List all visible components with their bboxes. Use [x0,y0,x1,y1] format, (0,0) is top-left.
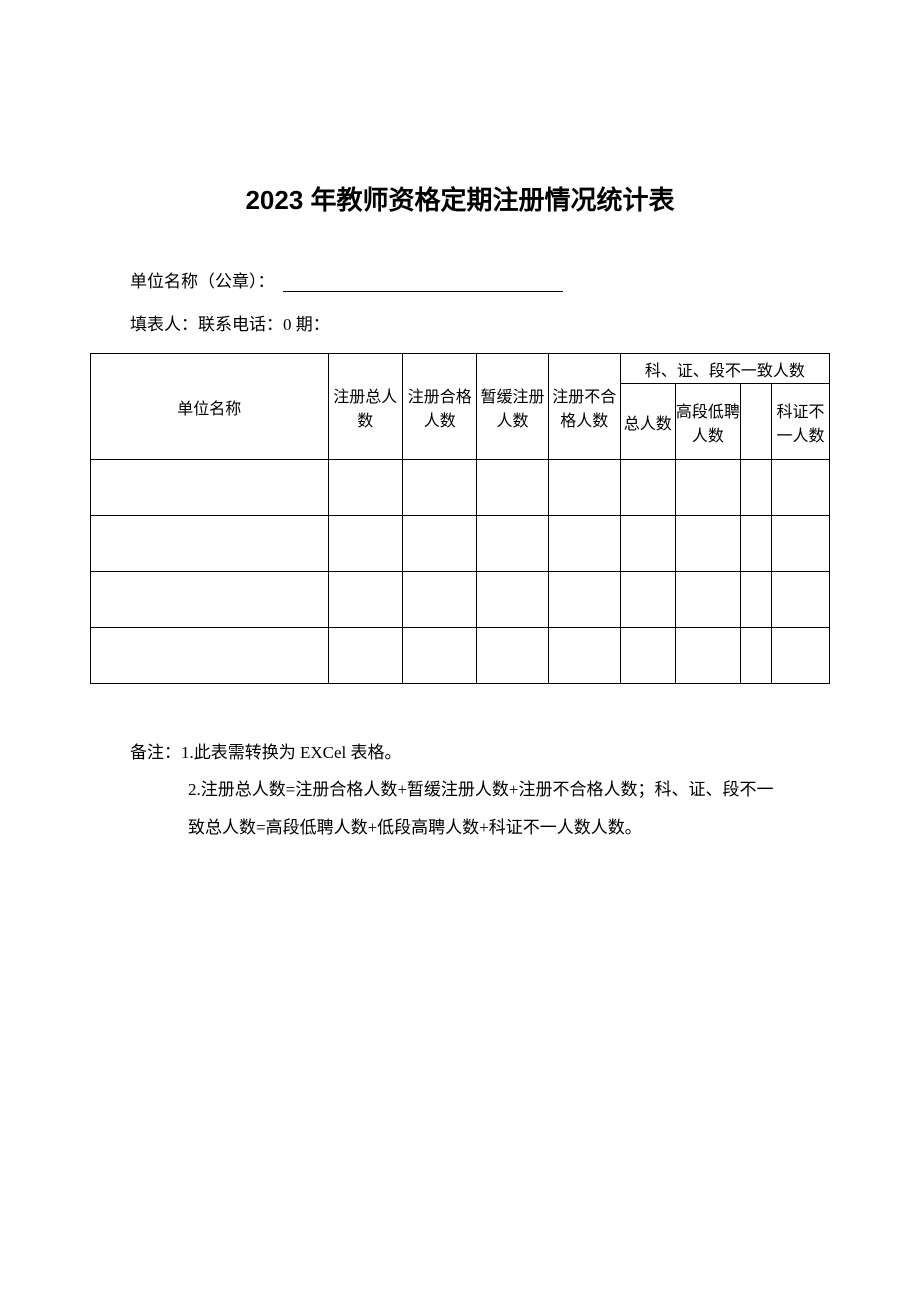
cell-reg-fail [548,628,620,684]
cell-unit-name [91,516,329,572]
unit-name-line: 单位名称（公章）： [90,267,830,292]
cell-reg-fail [548,572,620,628]
cell-sub-total [620,460,675,516]
col-sub-total: 总人数 [620,384,675,460]
cell-sub-blank [741,460,772,516]
cell-reg-defer [477,460,548,516]
cell-sub-blank [741,572,772,628]
note-line-1: 备注：1.此表需转换为 EXCel 表格。 [130,734,830,771]
cell-reg-fail [548,460,620,516]
cell-reg-pass [403,572,477,628]
col-sub-subject: 科证不一人数 [771,384,829,460]
table-row [91,460,830,516]
cell-sub-total [620,628,675,684]
table-row [91,516,830,572]
col-reg-total: 注册总人数 [328,354,402,460]
col-sub-high-low: 高段低聘人数 [675,384,741,460]
cell-reg-pass [403,460,477,516]
cell-unit-name [91,628,329,684]
unit-name-blank [283,291,563,292]
cell-reg-total [328,572,402,628]
cell-sub-subject [771,628,829,684]
statistics-table-wrap: 单位名称 注册总人数 注册合格人数 暂缓注册人数 注册不合格人数 科、证、段不一… [90,353,830,684]
cell-reg-pass [403,628,477,684]
notes-prefix: 备注： [130,743,181,762]
note-line-2: 2.注册总人数=注册合格人数+暂缓注册人数+注册不合格人数；科、证、段不一 [130,771,830,808]
cell-sub-total [620,516,675,572]
notes-text-1: 1.此表需转换为 EXCel 表格。 [181,743,402,762]
cell-unit-name [91,460,329,516]
cell-reg-total [328,628,402,684]
page-title: 2023 年教师资格定期注册情况统计表 [90,180,830,217]
col-inconsistent-header: 科、证、段不一致人数 [620,354,829,384]
filler-line: 填表人：联系电话：0 期： [90,310,830,335]
col-reg-fail: 注册不合格人数 [548,354,620,460]
col-unit-name: 单位名称 [91,354,329,460]
cell-reg-defer [477,516,548,572]
notes-text-2: 2.注册总人数=注册合格人数+暂缓注册人数+注册不合格人数；科、证、段不一 [188,780,774,799]
unit-name-label: 单位名称（公章）： [130,272,275,291]
col-sub-blank [741,384,772,460]
cell-reg-total [328,516,402,572]
cell-reg-total [328,460,402,516]
filler-label: 填表人：联系电话：0 期： [130,315,330,334]
cell-sub-high-low [675,628,741,684]
cell-reg-fail [548,516,620,572]
cell-sub-subject [771,572,829,628]
cell-reg-defer [477,628,548,684]
cell-sub-subject [771,516,829,572]
cell-sub-subject [771,460,829,516]
cell-sub-high-low [675,572,741,628]
note-line-3: 致总人数=高段低聘人数+低段高聘人数+科证不一人数人数。 [130,809,830,846]
document-page: 2023 年教师资格定期注册情况统计表 单位名称（公章）： 填表人：联系电话：0… [0,0,920,846]
cell-sub-high-low [675,460,741,516]
notes-text-3: 致总人数=高段低聘人数+低段高聘人数+科证不一人数人数。 [188,818,642,837]
table-header-row-1: 单位名称 注册总人数 注册合格人数 暂缓注册人数 注册不合格人数 科、证、段不一… [91,354,830,384]
cell-sub-high-low [675,516,741,572]
statistics-table: 单位名称 注册总人数 注册合格人数 暂缓注册人数 注册不合格人数 科、证、段不一… [90,353,830,684]
col-reg-defer: 暂缓注册人数 [477,354,548,460]
cell-reg-defer [477,572,548,628]
cell-reg-pass [403,516,477,572]
table-row [91,572,830,628]
cell-sub-blank [741,516,772,572]
table-row [91,628,830,684]
cell-sub-blank [741,628,772,684]
cell-unit-name [91,572,329,628]
cell-sub-total [620,572,675,628]
col-reg-pass: 注册合格人数 [403,354,477,460]
notes-section: 备注：1.此表需转换为 EXCel 表格。 2.注册总人数=注册合格人数+暂缓注… [90,734,830,846]
